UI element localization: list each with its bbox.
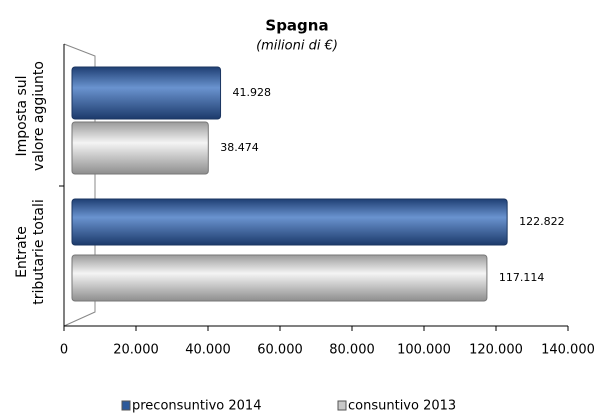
x-tick-label: 100.000 [397,343,451,358]
category-label: tributarie totali [31,199,47,305]
chart-title: Spagna [265,17,328,35]
value-label: 122.822 [519,215,565,228]
x-tick-label: 40.000 [185,343,231,358]
legend-label: consuntivo 2013 [348,399,456,414]
bar [71,198,508,246]
x-tick-label: 120.000 [469,343,523,358]
x-tick-label: 140.000 [541,343,594,358]
value-label: 41.928 [233,86,272,99]
bar [71,121,209,175]
x-tick-label: 60.000 [257,343,303,358]
legend-label: preconsuntivo 2014 [132,399,261,414]
category-label: valore aggiunto [31,61,47,171]
category-label: Imposta sul [14,75,30,156]
legend-swatch [337,400,347,411]
chart-subtitle: (milioni di €) [256,39,338,54]
legend-swatch [121,400,131,411]
value-label: 38.474 [220,141,259,154]
value-label: 117.114 [499,271,545,284]
bar [71,66,222,120]
category-label: Entrate [14,226,30,278]
x-tick-label: 20.000 [113,343,159,358]
back-wall [63,43,96,327]
x-tick-label: 0 [60,343,68,358]
x-tick-label: 80.000 [329,343,375,358]
bar [71,254,488,302]
